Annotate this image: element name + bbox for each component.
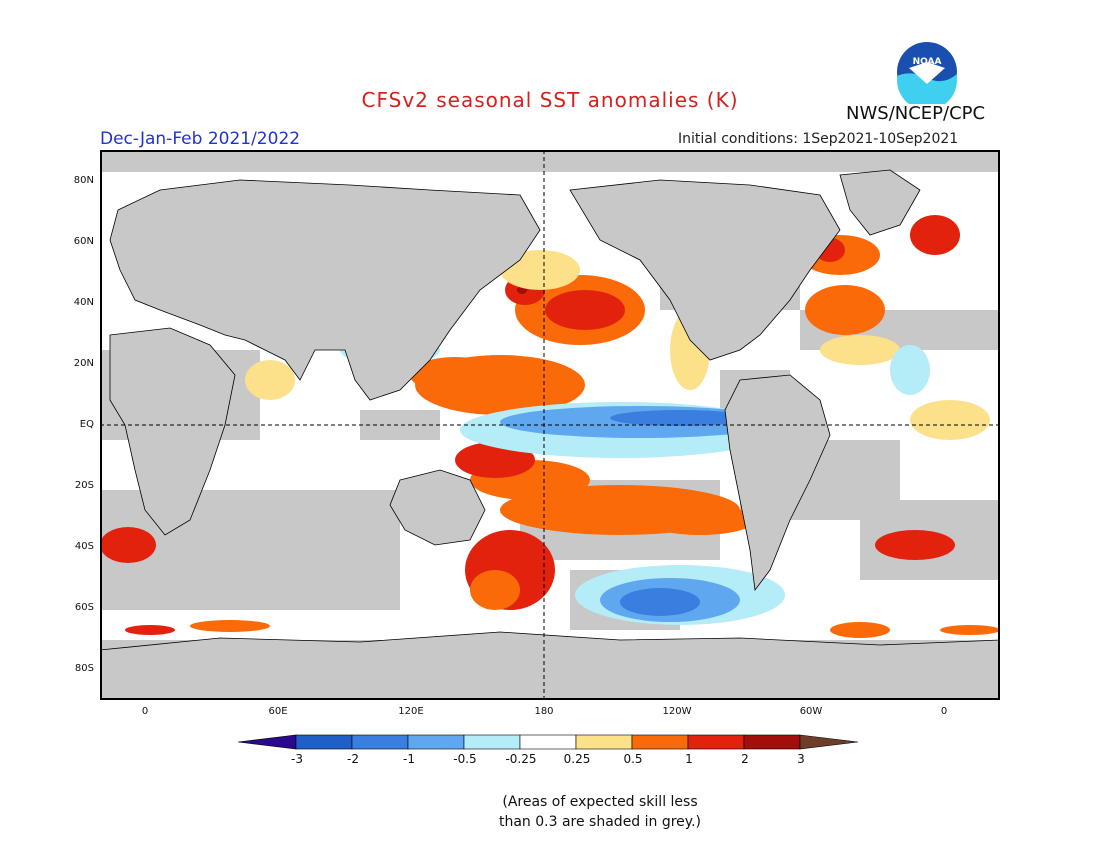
svg-text:NOAA: NOAA	[913, 57, 942, 67]
colorbar-tick: -0.25	[505, 752, 537, 766]
colorbar-segment	[351, 734, 409, 750]
initial-conditions-label: Initial conditions: 1Sep2021-10Sep2021	[678, 131, 959, 147]
colorbar-tick: 0.25	[563, 752, 591, 766]
colorbar-segment	[799, 734, 859, 750]
colorbar-tick: -2	[347, 752, 359, 766]
colorbar-tick: -3	[291, 752, 303, 766]
agency-label: NWS/NCEP/CPC	[846, 103, 986, 124]
lat-label-20s: 20S	[74, 480, 94, 491]
lat-label-60s: 60S	[74, 602, 94, 613]
lon-label-0-east: 0	[940, 706, 948, 717]
colorbar-segment	[407, 734, 465, 750]
noaa-logo-icon: NOAA	[897, 42, 957, 104]
colorbar-segment	[631, 734, 689, 750]
lat-label-60n: 60N	[73, 236, 94, 247]
colorbar-tick: 0.5	[623, 752, 643, 766]
eurasia-landmass	[109, 179, 541, 401]
lon-label-120w: 120W	[662, 706, 692, 717]
greenland-landmass	[839, 169, 921, 236]
lon-label-120e: 120E	[398, 706, 424, 717]
map-title: CFSv2 seasonal SST anomalies (K)	[361, 88, 739, 112]
lon-label-60e: 60E	[268, 706, 288, 717]
lon-label-180: 180	[534, 706, 554, 717]
colorbar-segment	[575, 734, 633, 750]
season-label: Dec-Jan-Feb 2021/2022	[100, 129, 301, 149]
colorbar-segment	[519, 734, 577, 750]
north-america-landmass	[569, 179, 841, 361]
colorbar-segment	[238, 734, 297, 750]
cool-anomaly-regions	[135, 197, 930, 625]
lat-label-eq: EQ	[79, 419, 94, 430]
south-america-landmass	[724, 374, 831, 592]
skill-note-line2: than 0.3 are shaded in grey.)	[498, 814, 701, 830]
australia-landmass	[389, 469, 486, 546]
lat-label-40s: 40S	[74, 541, 94, 552]
colorbar-tick: -1	[403, 752, 415, 766]
lon-label-60w: 60W	[799, 706, 823, 717]
skill-note-line1: (Areas of expected skill less	[502, 794, 698, 810]
colorbar-tick: 1	[685, 752, 693, 766]
lat-label-80s: 80S	[74, 663, 94, 674]
colorbar-tick: 3	[797, 752, 805, 766]
colorbar-tick: 2	[741, 752, 749, 766]
map-frame	[100, 150, 1000, 700]
colorbar	[238, 734, 859, 750]
lat-label-80n: 80N	[73, 175, 94, 186]
lat-label-20n: 20N	[73, 358, 94, 369]
continent-outlines	[100, 169, 1000, 700]
antarctica-landmass	[100, 631, 1000, 700]
colorbar-segment	[743, 734, 801, 750]
colorbar-segment	[295, 734, 353, 750]
skill-note: (Areas of expected skill less than 0.3 a…	[440, 792, 760, 832]
lon-label-0: 0	[141, 706, 149, 717]
sst-anomaly-map	[100, 150, 1000, 700]
colorbar-segment	[463, 734, 521, 750]
colorbar-tick: -0.5	[453, 752, 477, 766]
colorbar-segment	[687, 734, 745, 750]
lat-label-40n: 40N	[73, 297, 94, 308]
